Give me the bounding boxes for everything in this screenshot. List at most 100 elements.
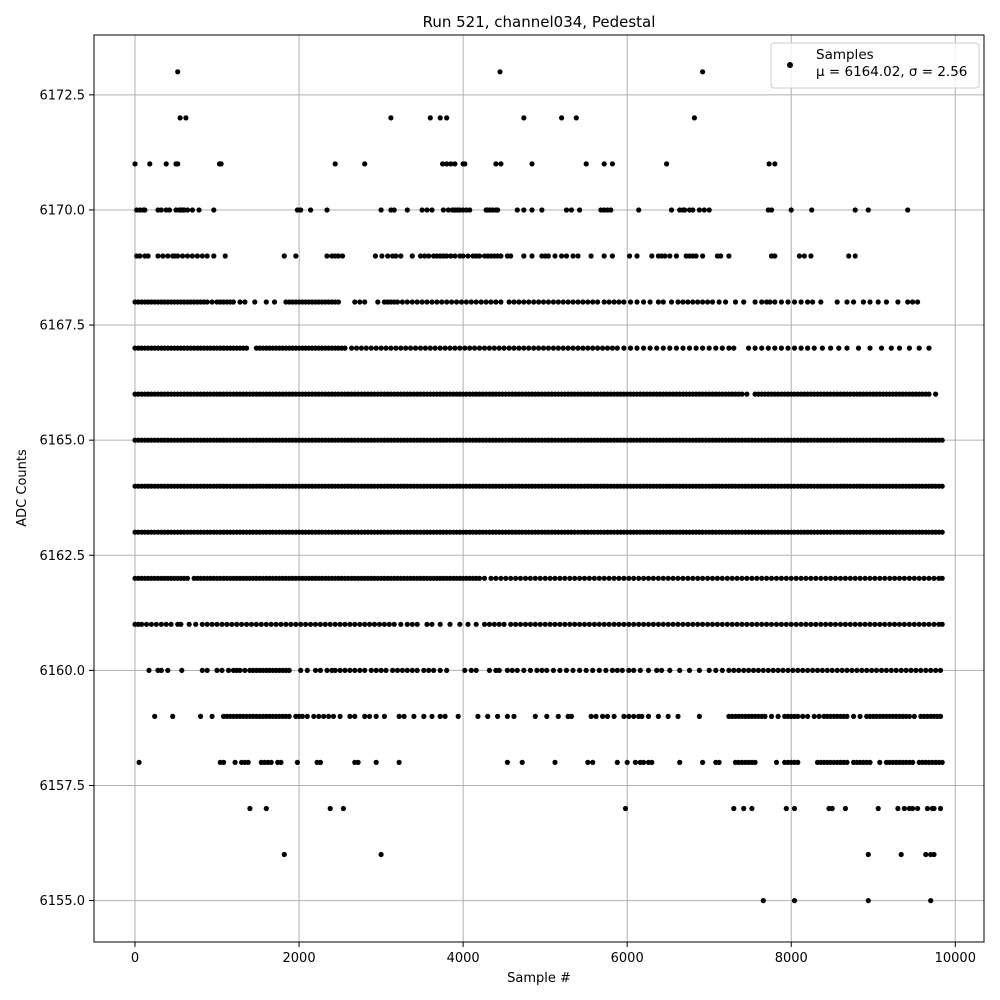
data-point — [508, 575, 514, 581]
data-point — [158, 667, 164, 674]
data-point — [478, 299, 484, 305]
data-point — [760, 898, 766, 904]
data-point — [457, 621, 463, 627]
data-point — [926, 575, 932, 581]
data-point — [352, 713, 358, 720]
data-point — [286, 713, 292, 720]
data-point — [199, 621, 205, 627]
data-point — [473, 299, 479, 305]
data-point — [555, 345, 561, 351]
data-point — [616, 621, 622, 627]
data-point — [895, 299, 901, 305]
data-point — [388, 115, 394, 121]
data-point — [875, 805, 881, 812]
data-point — [842, 575, 849, 581]
data-point — [409, 621, 415, 627]
data-point — [399, 299, 405, 305]
data-point — [575, 299, 581, 305]
data-point — [641, 621, 647, 627]
data-point — [572, 575, 578, 581]
data-point — [491, 621, 497, 627]
data-point — [586, 621, 593, 627]
data-point — [759, 299, 765, 305]
y-tick-label: 6165.0 — [40, 434, 86, 449]
data-point — [465, 253, 471, 259]
data-point — [483, 299, 489, 305]
data-point — [394, 299, 401, 305]
data-point — [916, 345, 922, 351]
data-point — [542, 575, 548, 581]
data-point — [660, 621, 666, 627]
data-point — [455, 713, 461, 720]
data-point — [439, 299, 445, 305]
data-point — [570, 345, 576, 351]
data-point — [224, 621, 230, 627]
data-point — [493, 575, 499, 581]
data-point — [242, 299, 248, 305]
data-point — [677, 759, 683, 766]
data-point — [429, 621, 435, 627]
data-point — [764, 621, 770, 627]
legend-series-stats: μ = 6164.02, σ = 2.56 — [816, 64, 967, 80]
data-point — [933, 391, 939, 397]
data-point — [473, 667, 479, 674]
data-point — [562, 575, 568, 581]
data-point — [419, 299, 425, 305]
data-point — [547, 621, 553, 627]
data-point — [232, 759, 238, 766]
data-point — [670, 575, 676, 581]
data-point — [498, 161, 504, 167]
data-point — [690, 621, 696, 627]
data-point — [772, 345, 778, 351]
data-point — [560, 299, 566, 305]
data-point — [851, 299, 857, 305]
data-point — [906, 575, 913, 581]
data-point — [426, 253, 432, 259]
data-point — [468, 667, 474, 674]
data-point — [481, 621, 488, 627]
data-point — [800, 667, 806, 674]
data-point — [540, 345, 547, 351]
data-point — [362, 713, 368, 720]
data-point — [491, 345, 497, 351]
data-point — [570, 299, 576, 305]
data-point — [773, 621, 780, 627]
data-point — [503, 575, 509, 581]
legend-box — [770, 42, 980, 89]
data-point — [268, 759, 274, 766]
data-point — [422, 253, 428, 259]
data-point — [462, 161, 468, 167]
data-point — [501, 345, 507, 351]
data-point — [521, 115, 527, 121]
data-point — [627, 345, 634, 351]
data-point — [668, 299, 675, 305]
data-point — [532, 575, 538, 581]
data-point — [481, 345, 488, 351]
data-point — [798, 299, 804, 305]
data-point — [298, 621, 304, 627]
data-point — [631, 667, 637, 674]
data-point — [427, 115, 433, 121]
data-point — [780, 667, 786, 674]
data-point — [655, 713, 662, 720]
data-point — [783, 621, 789, 627]
data-point — [823, 575, 829, 581]
data-point — [568, 207, 575, 213]
data-point — [913, 667, 919, 674]
data-point — [152, 713, 158, 720]
data-point — [409, 667, 415, 674]
data-point — [939, 575, 945, 581]
data-point — [519, 759, 525, 766]
data-point — [442, 345, 448, 351]
data-point — [355, 759, 361, 766]
data-point — [332, 621, 338, 627]
data-point — [381, 621, 387, 627]
data-point — [878, 345, 885, 351]
data-point — [570, 253, 576, 259]
data-point — [775, 667, 781, 674]
data-point — [755, 667, 762, 674]
data-point — [626, 621, 632, 627]
data-point — [218, 161, 224, 167]
data-point — [419, 207, 425, 213]
